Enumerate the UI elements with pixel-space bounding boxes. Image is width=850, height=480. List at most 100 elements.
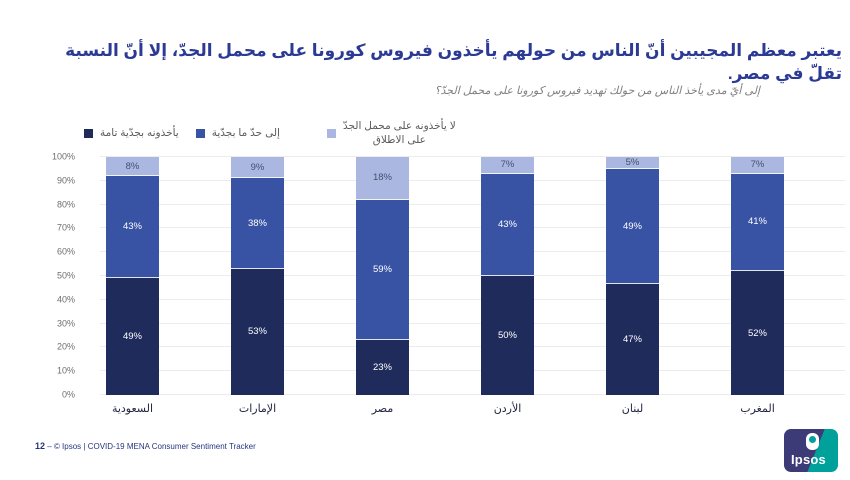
y-axis-tick-label: 60% <box>56 246 75 257</box>
ipsos-logo: Ipsos <box>784 429 838 472</box>
bar-segment: 23% <box>356 340 409 395</box>
ipsos-logo-text: Ipsos <box>791 452 826 467</box>
y-axis-tick-label: 70% <box>56 222 75 233</box>
bar-segment-label: 47% <box>622 334 642 346</box>
stacked-bar: 52% 41% 7% <box>731 157 784 395</box>
bar-segment: 59% <box>356 199 409 341</box>
bar-column: 50% 43% 7% <box>445 157 570 395</box>
bar-segment-label: 52% <box>747 327 767 339</box>
stacked-bar: 47% 49% 5% <box>606 157 659 395</box>
bar-segment-label: 59% <box>372 264 392 276</box>
gridline <box>100 322 845 324</box>
ipsos-logo-dot-icon <box>809 436 816 443</box>
y-axis-tick-label: 30% <box>56 318 75 329</box>
bar-segment: 43% <box>106 176 159 279</box>
footer: 12 – © Ipsos | COVID-19 MENA Consumer Se… <box>35 441 256 451</box>
bar-segment-label: 8% <box>125 160 140 172</box>
y-axis-tick-label: 100% <box>51 151 75 162</box>
footer-separator: – <box>47 442 52 451</box>
legend-item: لا يأخذونه على محمل الجدّ على الاطلاق <box>326 120 456 147</box>
y-axis-tick-label: 20% <box>56 341 75 352</box>
bar-segment-label: 23% <box>372 362 392 374</box>
legend: يأخذونه بجدّية تامة إلى حدّ ما بجدّية لا ي… <box>84 120 456 147</box>
legend-label: يأخذونه بجدّية تامة <box>100 126 179 139</box>
bar-segment: 53% <box>231 268 284 395</box>
bar-column: 23% 59% 18% <box>320 157 445 395</box>
bar-segment: 41% <box>731 173 784 272</box>
category-label: السعودية <box>111 403 154 415</box>
bar-segment-label: 18% <box>372 172 392 184</box>
gridline <box>100 251 845 253</box>
legend-swatch <box>326 129 336 139</box>
bar-segment-label: 7% <box>750 159 765 171</box>
gridline <box>100 275 845 276</box>
gridline <box>100 227 845 229</box>
y-axis-tick-label: 10% <box>56 365 75 376</box>
bar-segment: 49% <box>606 168 659 285</box>
bar-column: 52% 41% 7% <box>695 157 820 395</box>
category-label: مصر <box>371 403 394 415</box>
stacked-bar: 23% 59% 18% <box>356 157 409 395</box>
bar-segment: 38% <box>231 178 284 269</box>
y-axis-labels: 0% 10% 20% 30% 40% 50% 60% 70% 80% 90% 100% <box>15 152 75 399</box>
bars-layer: 49% 43% 8% 53% 38% 9% 23% 59% 18% 50% 43% 7% 47% 49% 5… <box>70 157 820 395</box>
category-label: المغرب <box>740 403 775 415</box>
gridlines <box>100 156 845 395</box>
bar-segment: 7% <box>731 157 784 174</box>
bar-segment-label: 49% <box>122 331 142 343</box>
category-label: لبنان <box>621 403 644 415</box>
bar-segment: 5% <box>606 157 659 169</box>
category-label: الأردن <box>493 403 522 415</box>
bar-column: 53% 38% 9% <box>195 157 320 395</box>
stacked-bar: 53% 38% 9% <box>231 157 284 395</box>
footer-text: © Ipsos | COVID-19 MENA Consumer Sentime… <box>53 442 256 451</box>
bar-segment-label: 7% <box>500 159 515 171</box>
bar-segment: 7% <box>481 157 534 174</box>
footer-page-number: 12 <box>35 441 46 451</box>
bar-segment-label: 43% <box>497 218 517 230</box>
y-axis-tick-label: 0% <box>61 389 75 400</box>
stacked-bar: 50% 43% 7% <box>481 157 534 395</box>
legend-label: إلى حدّ ما بجدّية <box>211 126 280 139</box>
bar-segment: 8% <box>106 157 159 177</box>
bar-segment: 49% <box>106 278 159 395</box>
gridline <box>100 179 845 181</box>
bar-segment-label: 38% <box>247 217 267 229</box>
legend-item: يأخذونه بجدّية تامة <box>84 127 179 141</box>
bar-segment-label: 53% <box>247 326 267 338</box>
bar-segment: 43% <box>481 173 534 276</box>
bar-segment: 9% <box>231 157 284 179</box>
gridline <box>100 203 845 205</box>
bar-segment: 50% <box>481 276 534 395</box>
legend-swatch <box>84 129 93 139</box>
category-label: الإمارات <box>238 403 277 415</box>
gridline <box>100 156 845 157</box>
stacked-bar: 49% 43% 8% <box>106 157 159 395</box>
bar-segment-label: 5% <box>625 156 640 168</box>
gridline <box>100 394 845 395</box>
bar-segment-label: 50% <box>497 330 517 341</box>
bar-segment-label: 9% <box>250 161 265 173</box>
y-axis-tick-label: 80% <box>56 199 75 210</box>
y-axis-tick-label: 40% <box>56 294 75 305</box>
bar-segment: 18% <box>356 157 409 200</box>
legend-item: إلى حدّ ما بجدّية <box>195 126 280 141</box>
chart-question-subtitle: إلى أيّ مدى يأخذ الناس من حولك تهديد فير… <box>434 85 760 97</box>
legend-swatch <box>195 129 205 139</box>
bar-segment: 47% <box>606 284 659 395</box>
gridline <box>100 370 845 372</box>
y-axis-tick-label: 90% <box>56 175 75 186</box>
bar-segment-label: 49% <box>622 220 642 232</box>
gridline <box>100 346 845 348</box>
y-axis-tick-label: 50% <box>56 270 75 281</box>
bar-column: 49% 43% 8% <box>70 157 195 395</box>
bar-segment-label: 41% <box>747 216 767 228</box>
bar-column: 47% 49% 5% <box>570 157 695 395</box>
gridline <box>100 298 845 300</box>
legend-label: لا يأخذونه على محمل الجدّ على الاطلاق <box>342 120 456 146</box>
page-title: يعتبر معظم المجيبين أنّ الناس من حولهم ي… <box>65 41 842 83</box>
bar-segment: 52% <box>731 271 784 395</box>
bar-segment-label: 43% <box>122 221 142 233</box>
category-labels: السعودية الإمارات مصر الأردن لبنان المغرب <box>70 402 820 415</box>
